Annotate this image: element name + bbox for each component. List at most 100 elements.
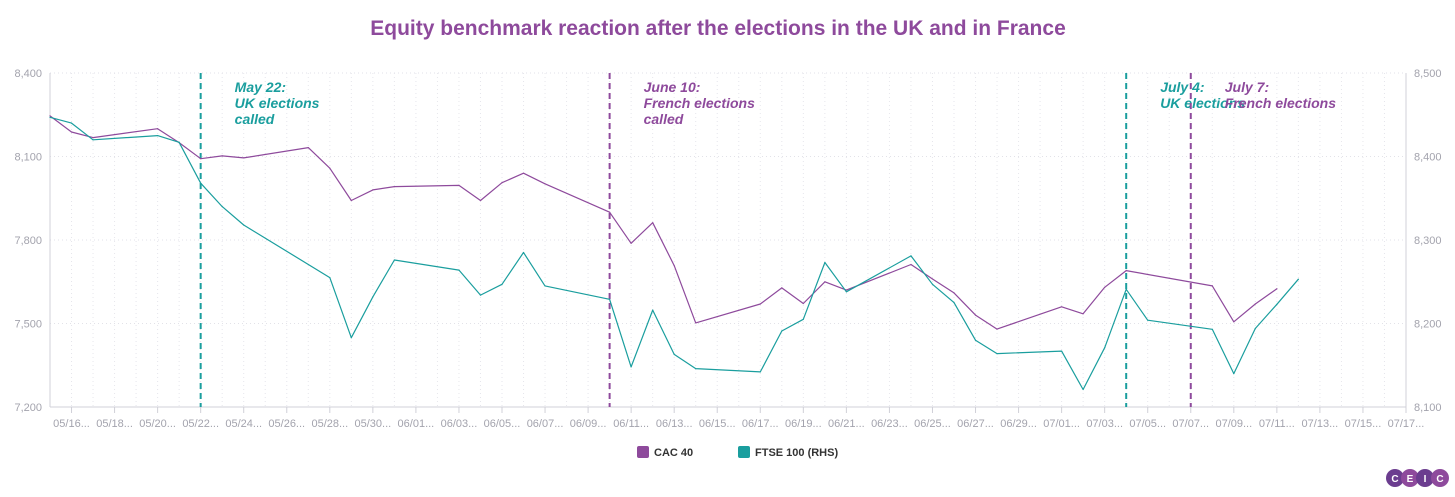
x-tick-label: 06/29... <box>1000 418 1037 430</box>
data-point <box>931 278 934 280</box>
data-point <box>974 314 977 316</box>
data-point <box>996 353 998 355</box>
data-point <box>652 222 654 224</box>
data-point <box>910 255 912 257</box>
data-point <box>609 298 611 300</box>
y-right-tick-label: 8,200 <box>1414 319 1442 331</box>
annotation-text: French elections <box>1225 95 1336 111</box>
x-tick-label: 06/01... <box>398 418 435 430</box>
logo-letter: E <box>1407 474 1414 485</box>
data-point <box>92 137 94 139</box>
x-tick-label: 07/17... <box>1388 418 1425 430</box>
y-left-tick-label: 8,100 <box>14 152 42 164</box>
data-point <box>953 292 955 294</box>
y-left-tick-label: 7,500 <box>14 319 42 331</box>
data-point <box>695 368 697 370</box>
x-tick-label: 06/03... <box>441 418 478 430</box>
data-point <box>845 291 848 293</box>
data-point <box>1233 373 1235 375</box>
data-point <box>781 330 783 332</box>
data-point <box>759 303 761 305</box>
data-point <box>70 122 73 124</box>
data-point <box>802 318 804 320</box>
x-tick-label: 07/11... <box>1259 418 1295 430</box>
data-point <box>1147 319 1149 321</box>
series-line <box>49 115 1278 330</box>
y-right-tick-label: 8,100 <box>1414 402 1442 414</box>
data-point <box>974 339 977 341</box>
x-tick-label: 06/25... <box>914 418 951 430</box>
annotation-text: May 22: <box>235 79 286 95</box>
y-left-tick-label: 7,800 <box>14 235 42 247</box>
x-tick-label: 05/18... <box>96 418 133 430</box>
data-point <box>910 263 912 266</box>
data-point <box>695 322 697 324</box>
x-tick-label: 06/09... <box>570 418 607 430</box>
data-point <box>92 139 94 141</box>
axes: 7,200 7,500 7,800 8,100 8,400 8,100 8,200 8,300… <box>14 68 1441 430</box>
data-point <box>1125 270 1127 272</box>
data-point <box>221 155 223 157</box>
logo-circle <box>1386 469 1404 487</box>
series-ftse100 <box>49 116 1299 391</box>
annotation-text: called <box>235 111 275 127</box>
data-point <box>350 199 352 202</box>
x-tick-label: 07/13... <box>1302 418 1339 430</box>
data-point <box>1104 347 1106 349</box>
data-point <box>372 189 374 191</box>
data-point <box>824 281 826 283</box>
data-point <box>372 296 374 298</box>
x-tick-label: 05/28... <box>311 418 348 430</box>
series-line <box>49 116 1299 391</box>
y-right-tick-label: 8,500 <box>1414 68 1442 80</box>
data-point <box>200 158 202 160</box>
x-tick-label: 05/20... <box>139 418 176 430</box>
x-tick-label: 06/07... <box>527 418 564 430</box>
logo-letter: C <box>1436 474 1443 485</box>
legend-label: CAC 40 <box>654 447 693 459</box>
data-point <box>49 116 51 118</box>
chart-title: Equity benchmark reaction after the elec… <box>370 17 1066 40</box>
annotation-text: June 10: <box>644 79 701 95</box>
data-point <box>544 183 546 185</box>
data-point <box>824 261 826 264</box>
x-tick-label: 07/07... <box>1172 418 1209 430</box>
x-tick-label: 06/05... <box>484 418 521 430</box>
data-point <box>522 172 525 174</box>
series-cac40 <box>49 115 1278 330</box>
data-point <box>996 328 998 330</box>
logo-circle <box>1401 469 1419 487</box>
annotation-text: UK elections <box>1160 95 1245 111</box>
annotation-text: UK elections <box>235 95 320 111</box>
x-tick-label: 07/03... <box>1086 418 1123 430</box>
event-annotation: July 7:French elections <box>1225 79 1336 111</box>
legend: CAC 40 FTSE 100 (RHS) <box>637 446 838 459</box>
x-tick-label: 07/15... <box>1345 418 1382 430</box>
logo-circle <box>1431 469 1449 487</box>
data-point <box>1233 321 1235 323</box>
data-point <box>501 283 503 285</box>
series-group <box>49 115 1299 391</box>
data-point <box>1061 306 1063 308</box>
data-point <box>652 309 654 311</box>
data-point <box>1276 303 1278 305</box>
data-point <box>157 135 159 137</box>
annotation-text: July 4: <box>1160 79 1204 95</box>
data-point <box>479 199 482 202</box>
legend-label: FTSE 100 (RHS) <box>755 447 838 459</box>
data-point <box>544 285 546 287</box>
data-point <box>802 302 804 305</box>
x-tick-label: 06/17... <box>742 418 779 430</box>
logo-circle <box>1416 469 1434 487</box>
data-point <box>781 287 783 289</box>
x-tick-label: 06/23... <box>871 418 908 430</box>
x-tick-label: 05/26... <box>268 418 305 430</box>
data-point <box>49 115 51 117</box>
logo-letter: I <box>1424 474 1427 485</box>
data-point <box>953 302 955 304</box>
data-point <box>329 167 331 169</box>
